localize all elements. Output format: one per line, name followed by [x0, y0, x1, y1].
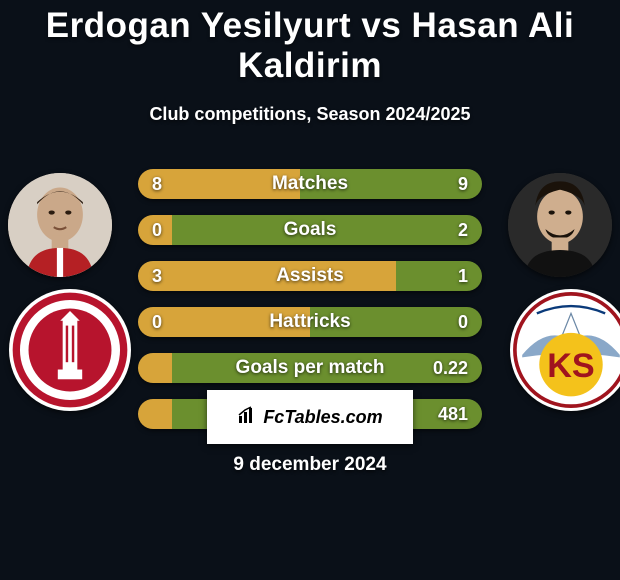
stat-label: Goals: [138, 215, 482, 245]
site-badge: FcTables.com: [207, 390, 413, 444]
stat-value-right: 1: [458, 261, 468, 291]
stat-value-right: 0.22: [433, 353, 468, 383]
comparison-card: Erdogan Yesilyurt vs Hasan Ali Kaldirim …: [0, 0, 620, 580]
stat-row: Goals0 2: [138, 215, 482, 245]
stat-value-left: 3: [152, 261, 162, 291]
subtitle: Club competitions, Season 2024/2025: [0, 104, 620, 125]
stat-row: Matches8 9: [138, 169, 482, 199]
stat-label: Assists: [138, 261, 482, 291]
stat-label: Matches: [138, 169, 482, 199]
stat-row: Assists3 1: [138, 261, 482, 291]
stat-label: Goals per match: [138, 353, 482, 383]
chart-icon: [237, 405, 257, 430]
club-left-logo: [9, 289, 131, 411]
stat-value-right: 481: [438, 399, 468, 429]
date-label: 9 december 2024: [0, 454, 620, 476]
stat-value-right: 9: [458, 169, 468, 199]
stat-value-left: 0: [152, 215, 162, 245]
site-label: FcTables.com: [263, 407, 382, 428]
svg-text:KS: KS: [547, 347, 594, 385]
stat-value-right: 0: [458, 307, 468, 337]
stat-value-right: 2: [458, 215, 468, 245]
stat-row: Goals per match0.22: [138, 353, 482, 383]
club-right-logo: KS: [510, 289, 620, 411]
stat-value-left: 8: [152, 169, 162, 199]
stat-row: Hattricks0 0: [138, 307, 482, 337]
player-right-avatar: [508, 173, 612, 277]
player-left-avatar: [8, 173, 112, 277]
page-title: Erdogan Yesilyurt vs Hasan Ali Kaldirim: [0, 0, 620, 86]
stat-value-left: 0: [152, 307, 162, 337]
stat-label: Hattricks: [138, 307, 482, 337]
